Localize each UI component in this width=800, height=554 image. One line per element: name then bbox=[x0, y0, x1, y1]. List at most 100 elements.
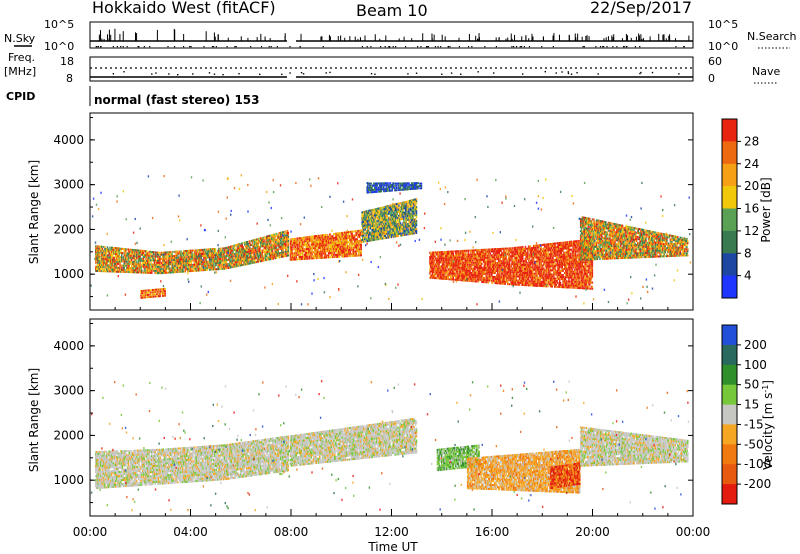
echo-cell bbox=[111, 253, 112, 255]
nave-dot bbox=[571, 74, 572, 75]
echo-cell bbox=[316, 241, 317, 243]
echo-cell bbox=[401, 226, 402, 228]
echo-cell bbox=[407, 223, 408, 225]
nsearch-dot bbox=[428, 46, 429, 47]
echo-cell bbox=[376, 185, 377, 187]
echo-cell bbox=[234, 247, 235, 249]
echo-cell bbox=[143, 258, 144, 260]
echo-cell bbox=[285, 247, 286, 249]
echo-cell bbox=[400, 222, 401, 224]
echo-cell bbox=[237, 265, 238, 267]
echo-cell bbox=[399, 213, 400, 215]
echo-cell bbox=[126, 257, 127, 259]
echo-cell bbox=[285, 253, 286, 255]
echo-cell bbox=[372, 213, 373, 215]
nave-tick-bottom: 0 bbox=[708, 72, 715, 85]
echo-cell bbox=[408, 227, 409, 229]
echo-cell bbox=[410, 208, 411, 210]
echo-cell bbox=[144, 260, 145, 262]
echo-cell bbox=[418, 187, 419, 189]
nsearch-dot bbox=[213, 46, 214, 47]
echo-cell bbox=[200, 269, 201, 271]
echo-cell bbox=[220, 258, 221, 260]
echo-cell bbox=[408, 208, 409, 210]
echo-cell bbox=[377, 224, 378, 226]
echo-cell bbox=[438, 255, 439, 257]
cpid-text: normal (fast stereo) 153 bbox=[94, 93, 260, 107]
echo-cell bbox=[349, 237, 350, 239]
echo-cell bbox=[346, 239, 347, 241]
nsearch-dot bbox=[600, 46, 601, 47]
echo-cell bbox=[136, 251, 137, 253]
echo-cell bbox=[433, 257, 434, 259]
echo-cell bbox=[129, 259, 130, 261]
echo-cell bbox=[400, 229, 401, 231]
echo-cell bbox=[151, 272, 152, 274]
echo-cell bbox=[136, 261, 137, 263]
echo-cell bbox=[112, 263, 113, 265]
echo-cell bbox=[387, 211, 388, 213]
echo-cell bbox=[241, 262, 242, 264]
echo-cell bbox=[121, 254, 122, 256]
nsearch-dot bbox=[96, 46, 97, 47]
echo-cell bbox=[348, 233, 349, 235]
echo-cell bbox=[165, 258, 166, 260]
echo-cell bbox=[263, 237, 264, 239]
echo-cell bbox=[288, 254, 289, 256]
echo-cell bbox=[450, 274, 451, 276]
nsearch-dot bbox=[236, 46, 237, 47]
echo-cell bbox=[118, 263, 119, 265]
echo-cell bbox=[161, 268, 162, 270]
echo-cell bbox=[349, 243, 350, 245]
echo-cell bbox=[255, 247, 256, 249]
echo-cell bbox=[334, 233, 335, 235]
echo-cell bbox=[400, 231, 401, 233]
echo-cell bbox=[395, 217, 396, 219]
nave-dot bbox=[222, 74, 223, 75]
echo-cell bbox=[402, 224, 403, 226]
echo-cell bbox=[206, 267, 207, 269]
echo-cell bbox=[161, 252, 162, 254]
echo-cell bbox=[233, 255, 234, 257]
echo-cell bbox=[181, 265, 182, 267]
echo-cell bbox=[399, 221, 400, 223]
nsearch-dot bbox=[227, 46, 228, 47]
echo-cell bbox=[178, 265, 179, 267]
echo-cell bbox=[375, 220, 376, 222]
echo-cell bbox=[192, 268, 193, 270]
echo-cell bbox=[356, 234, 357, 236]
echo-cell bbox=[397, 229, 398, 231]
echo-cell bbox=[233, 257, 234, 259]
echo-cell bbox=[315, 247, 316, 249]
echo-cell bbox=[405, 232, 406, 234]
echo-cell bbox=[301, 258, 302, 260]
echo-cell bbox=[120, 250, 121, 252]
echo-cell bbox=[117, 253, 118, 255]
echo-cell bbox=[119, 262, 120, 264]
echo-cell bbox=[139, 254, 140, 256]
echo-cell bbox=[416, 224, 417, 226]
echo-cell bbox=[273, 258, 274, 260]
echo-cell bbox=[388, 184, 389, 186]
echo-cell bbox=[370, 228, 371, 230]
echo-cell bbox=[408, 206, 409, 208]
echo-cell bbox=[166, 260, 167, 262]
echo-cell bbox=[346, 253, 347, 255]
echo-cell bbox=[217, 252, 218, 254]
echo-cell bbox=[313, 251, 314, 253]
echo-cell bbox=[350, 251, 351, 253]
echo-cell bbox=[448, 261, 449, 263]
echo-cell bbox=[248, 261, 249, 263]
echo-cell bbox=[155, 270, 156, 272]
echo-cell bbox=[353, 231, 354, 233]
echo-cell bbox=[298, 254, 299, 256]
echo-cell bbox=[270, 256, 271, 258]
echo-cell bbox=[391, 226, 392, 228]
nave-dot bbox=[407, 73, 408, 74]
echo-cell bbox=[398, 217, 399, 219]
echo-cell bbox=[272, 250, 273, 252]
nsearch-dot bbox=[144, 46, 145, 47]
echo-cell bbox=[197, 251, 198, 253]
echo-cell bbox=[109, 247, 110, 249]
nsearch-dot bbox=[426, 46, 427, 47]
